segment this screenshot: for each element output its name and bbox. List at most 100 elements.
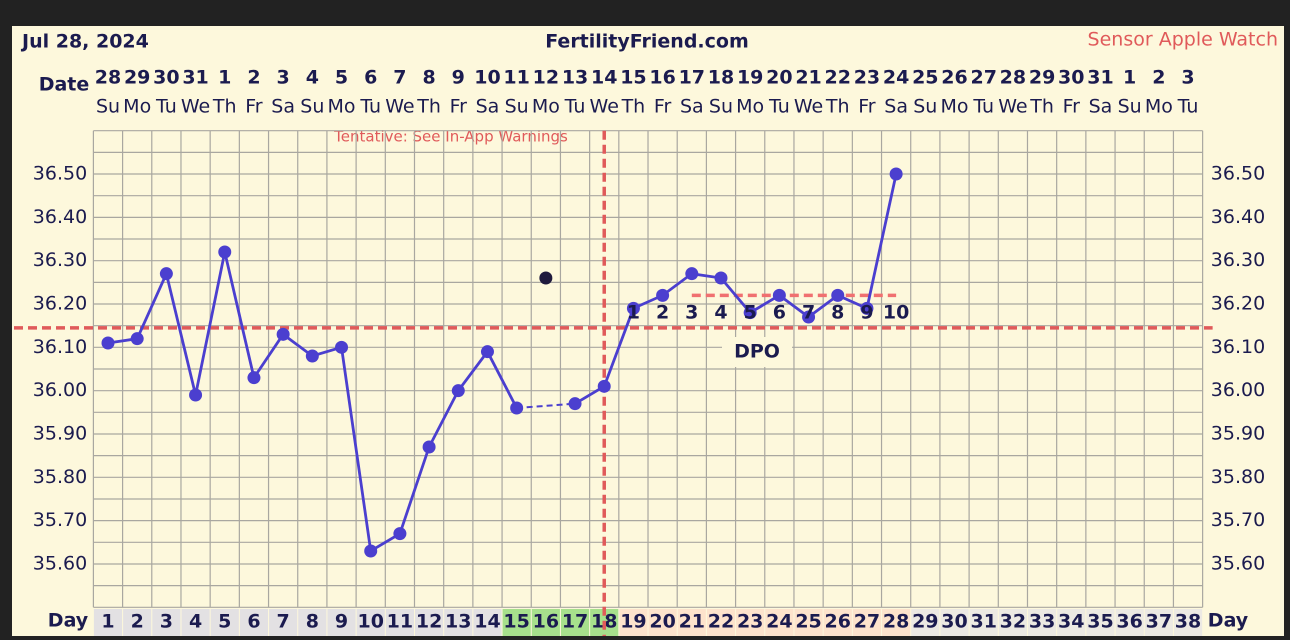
day-cell: [239, 609, 269, 636]
weekday-label: We: [590, 96, 619, 118]
weekday-label: We: [794, 96, 823, 118]
day-cell: [736, 609, 765, 636]
weekday-label: Sa: [476, 96, 500, 118]
day-cell: [444, 609, 473, 636]
temp-point: [130, 332, 144, 346]
day-cell: [414, 609, 444, 636]
date-label: 11: [503, 67, 529, 89]
date-label: 18: [708, 67, 734, 89]
day-number: 33: [1029, 611, 1055, 633]
weekday-label: Fr: [450, 96, 468, 118]
dpo-number: 2: [656, 302, 669, 324]
day-number: 25: [795, 611, 821, 633]
weekday-label: Th: [621, 96, 646, 118]
date-label: 23: [854, 67, 880, 89]
date-label: 15: [620, 67, 646, 89]
weekday-label: We: [181, 96, 210, 118]
y2-tick-label: 35.90: [1211, 422, 1265, 444]
temp-point: [510, 401, 524, 415]
day-cell: [210, 609, 239, 636]
chart-title: FertilityFriend.com: [545, 31, 749, 53]
day-number: 4: [189, 611, 202, 633]
weekday-label: Sa: [271, 96, 295, 118]
day-cell: [1057, 609, 1086, 636]
y2-tick-label: 35.70: [1211, 509, 1265, 531]
y-tick-label: 35.90: [33, 422, 87, 444]
day-cell: [93, 609, 123, 636]
date-label: 9: [452, 67, 465, 89]
temp-point: [335, 340, 349, 354]
weekday-label: Fr: [245, 96, 263, 118]
y2-tick-label: 36.10: [1211, 336, 1265, 358]
dpo-label: DPO: [734, 341, 780, 363]
day-number: 3: [160, 611, 173, 633]
date-label: 10: [474, 67, 500, 89]
day-number: 15: [503, 611, 529, 633]
weekday-label: Fr: [654, 96, 672, 118]
temp-point: [451, 384, 465, 398]
day-number: 32: [1000, 611, 1026, 633]
day-number: 28: [883, 611, 909, 633]
source-label: Sensor Apple Watch: [1088, 29, 1278, 51]
dpo-label-bg: [722, 337, 792, 367]
y-tick-label: 35.70: [33, 509, 87, 531]
day-cell: [940, 609, 969, 636]
temp-point: [218, 245, 232, 259]
temp-point: [772, 288, 786, 302]
day-number: 24: [766, 611, 792, 633]
day-cell: [473, 609, 502, 636]
y-tick-label: 36.20: [33, 293, 87, 315]
day-cell: [1115, 609, 1144, 636]
date-label: 21: [795, 67, 821, 89]
weekday-label: Mo: [736, 96, 764, 118]
temp-point: [656, 288, 670, 302]
date-label: 26: [941, 67, 967, 89]
temp-point: [802, 310, 816, 324]
day-cell: [560, 609, 590, 636]
weekday-label: Tu: [972, 96, 994, 118]
dpo-number: 1: [627, 302, 640, 324]
weekday-label: Tu: [1177, 96, 1199, 118]
temp-point: [743, 306, 757, 320]
date-label: 3: [277, 67, 290, 89]
weekday-label: Th: [212, 96, 237, 118]
day-cell: [882, 609, 911, 636]
day-cell: [327, 609, 356, 636]
day-number: 9: [335, 611, 348, 633]
day-cell: [677, 609, 706, 636]
weekday-label: Th: [416, 96, 441, 118]
date-label: 20: [766, 67, 792, 89]
date-label: 29: [1029, 67, 1055, 89]
weekday-label: Su: [1118, 96, 1142, 118]
day-cell: [1027, 609, 1057, 636]
day-number: 29: [912, 611, 938, 633]
day-number: 5: [218, 611, 231, 633]
y-tick-label: 36.50: [33, 163, 87, 185]
date-label: 30: [153, 67, 179, 89]
annotation: Tentative: See In-App Warnings: [333, 128, 568, 146]
y-tick-label: 36.30: [33, 249, 87, 271]
y2-tick-label: 36.30: [1211, 249, 1265, 271]
temp-point: [597, 379, 611, 393]
weekday-label: Tu: [564, 96, 586, 118]
day-number: 21: [679, 611, 705, 633]
temp-point: [276, 327, 290, 341]
weekday-label: Mo: [532, 96, 560, 118]
day-cell: [123, 609, 152, 636]
weekday-label: Su: [96, 96, 120, 118]
day-cell: [765, 609, 794, 636]
date-label: 5: [335, 67, 348, 89]
day-number: 2: [131, 611, 144, 633]
day-number: 1: [101, 611, 114, 633]
dpo-number: 4: [714, 302, 727, 324]
day-cell: [619, 609, 648, 636]
dpo-number: 5: [744, 302, 757, 324]
temp-point: [889, 167, 903, 181]
dpo-number: 3: [685, 302, 698, 324]
date-label: 6: [364, 67, 377, 89]
day-number: 38: [1175, 611, 1201, 633]
weekday-label: We: [385, 96, 414, 118]
day-number: 7: [277, 611, 290, 633]
date-label: 2: [247, 67, 260, 89]
excluded-point: [539, 271, 553, 285]
